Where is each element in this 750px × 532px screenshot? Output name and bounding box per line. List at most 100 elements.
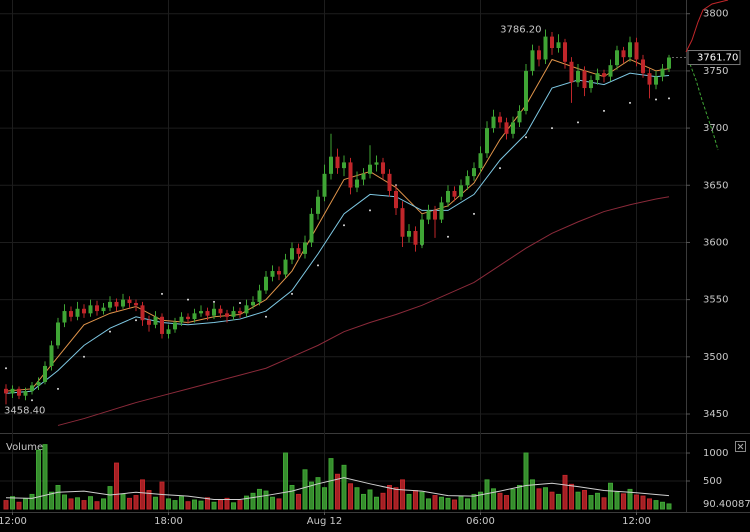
candle-body xyxy=(582,70,587,89)
candle-body xyxy=(387,173,392,191)
volume-bar xyxy=(296,493,301,510)
volume-bar xyxy=(23,498,28,510)
volume-bar xyxy=(621,493,626,510)
volume-bar xyxy=(114,462,119,510)
sar-dot xyxy=(187,298,189,301)
candle-body xyxy=(114,301,119,307)
candle-body xyxy=(212,308,216,316)
close-icon[interactable] xyxy=(737,443,744,450)
candle-body xyxy=(251,301,255,306)
candle-body xyxy=(166,329,171,334)
candle-body xyxy=(238,311,242,314)
candle-body xyxy=(179,316,184,323)
candle-body xyxy=(88,305,93,314)
depth-trace xyxy=(685,0,729,53)
volume-bar xyxy=(250,492,256,510)
volume-bar xyxy=(595,492,600,510)
sar-dot xyxy=(369,209,371,212)
candle-body xyxy=(101,307,106,312)
candle-body xyxy=(361,173,366,180)
candle-body xyxy=(589,80,593,89)
volume-bar xyxy=(146,490,152,510)
candle-body xyxy=(647,73,652,85)
y-tick-label: 1000 xyxy=(703,448,728,459)
candle-body xyxy=(608,65,613,77)
last-volume-label: 90.400871 xyxy=(703,499,750,510)
volume-bar xyxy=(653,500,659,510)
volume-bar xyxy=(315,477,321,510)
volume-bar xyxy=(179,496,184,510)
volume-bar xyxy=(517,484,522,510)
volume-bar xyxy=(543,487,548,510)
depth-trace xyxy=(689,63,719,151)
volume-bar xyxy=(36,449,41,510)
volume-bar xyxy=(237,500,243,510)
volume-bar xyxy=(647,498,652,510)
candle-body xyxy=(335,156,340,169)
candle-body xyxy=(446,190,450,203)
candle-body xyxy=(75,308,80,317)
candle-body xyxy=(95,305,99,312)
close-button[interactable] xyxy=(735,441,746,452)
volume-bar xyxy=(88,496,93,510)
candle-body xyxy=(426,210,431,220)
candle-body xyxy=(36,381,41,386)
candle-body xyxy=(524,70,528,111)
sar-dot xyxy=(239,302,241,305)
candle-body xyxy=(173,322,177,330)
sar-dot xyxy=(135,319,137,322)
volume-bar xyxy=(42,444,48,510)
x-tick-label: 06:00 xyxy=(466,516,495,527)
candle-body xyxy=(465,176,470,186)
volume-bar xyxy=(504,495,509,510)
candle-body xyxy=(30,385,34,392)
candle-body xyxy=(439,202,444,220)
close-box[interactable] xyxy=(735,441,746,452)
candle-body xyxy=(621,50,626,58)
candle-body xyxy=(10,388,15,394)
volume-bar xyxy=(101,498,106,510)
candle-body xyxy=(56,322,60,346)
sar-dot xyxy=(5,367,7,370)
volume-bar xyxy=(94,501,100,510)
x-tick-label: Aug 12 xyxy=(307,516,342,527)
volume-bar xyxy=(172,500,178,510)
candle-body xyxy=(127,299,132,304)
candle-body xyxy=(569,61,574,83)
volume-bar xyxy=(185,501,191,510)
volume-bar xyxy=(3,500,9,510)
candle-body xyxy=(498,116,502,123)
volume-bar xyxy=(614,491,620,510)
candle-body xyxy=(654,76,658,85)
sar-dot xyxy=(317,264,319,267)
candle-body xyxy=(49,345,54,366)
candle-body xyxy=(147,320,151,325)
volume-bar xyxy=(588,495,594,510)
volume-bar xyxy=(484,479,490,510)
candle-body xyxy=(134,303,138,306)
candle-body xyxy=(381,162,385,174)
volume-bar xyxy=(497,492,503,510)
volume-bar xyxy=(445,497,451,510)
volume-bar xyxy=(426,498,431,510)
sar-dot xyxy=(83,355,85,358)
volume-bar xyxy=(289,484,295,510)
candle-body xyxy=(459,185,463,197)
candle-body xyxy=(576,70,580,83)
candle-body xyxy=(530,50,535,71)
sar-dot xyxy=(31,399,33,402)
candle-body xyxy=(69,311,73,317)
volume-bar xyxy=(75,497,80,510)
volume-bar xyxy=(660,501,665,510)
volume-bar xyxy=(211,501,217,510)
sar-dot xyxy=(603,109,605,112)
candle-body xyxy=(43,365,47,382)
candle-body xyxy=(537,50,541,60)
volume-bar xyxy=(530,479,535,510)
y-tick-label: 3550 xyxy=(703,295,728,306)
candle-body xyxy=(472,168,476,177)
candle-body xyxy=(634,42,639,60)
candle-body xyxy=(543,36,548,60)
candle-body xyxy=(615,50,619,66)
